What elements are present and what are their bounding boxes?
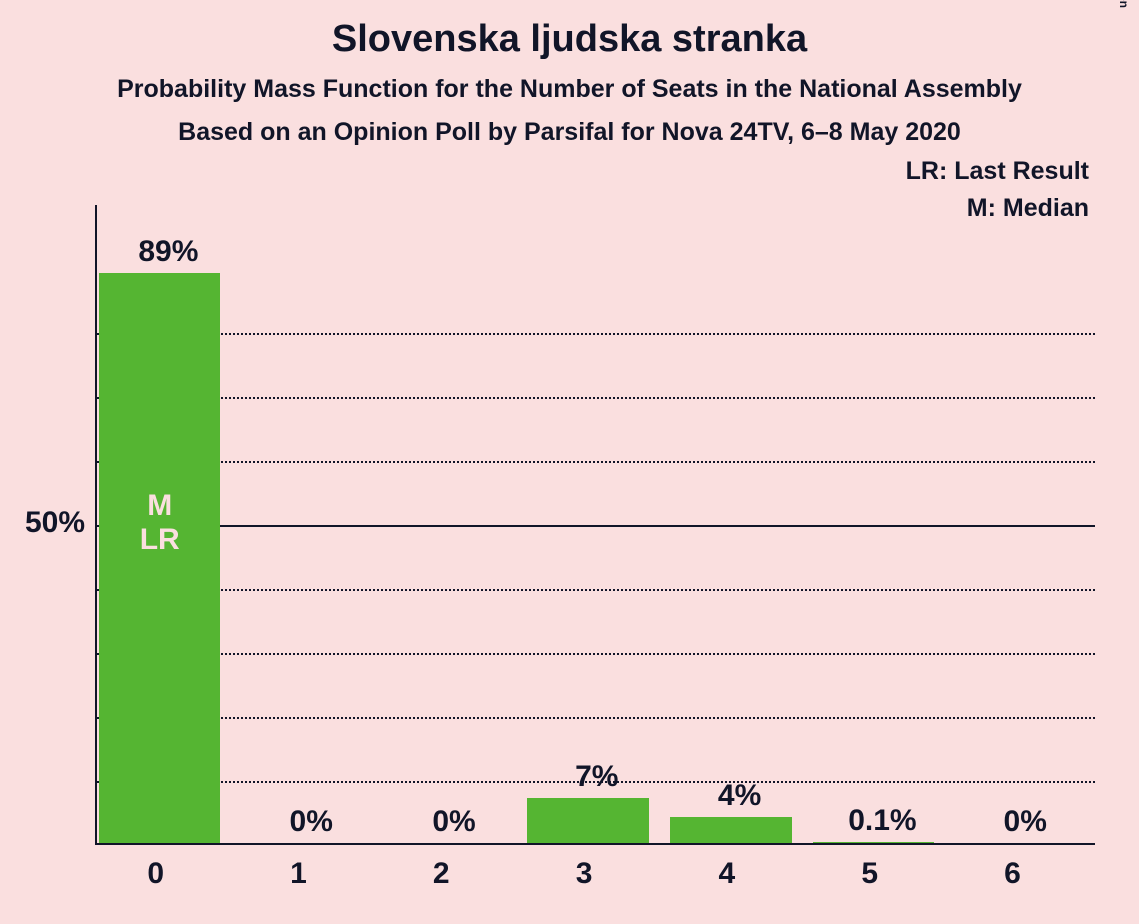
bar-value-label: 7%: [525, 760, 668, 794]
gridline-solid: [97, 525, 1095, 527]
copyright-text: © 2020 Filip van Laenen: [1117, 0, 1131, 8]
x-tick: 3: [513, 857, 656, 891]
gridline: [97, 589, 1095, 591]
legend-lr: LR: Last Result: [906, 157, 1089, 186]
plot-area: LR: Last Result M: Median MLR89%0%0%7%4%…: [95, 205, 1095, 845]
bar-value-label: 0%: [383, 805, 526, 839]
x-tick: 5: [798, 857, 941, 891]
gridline: [97, 333, 1095, 335]
bar: MLR: [99, 273, 220, 843]
x-tick: 0: [84, 857, 227, 891]
gridline: [97, 461, 1095, 463]
bar-inner-label: MLR: [99, 489, 220, 557]
bar-value-label: 89%: [97, 235, 240, 269]
gridline: [97, 653, 1095, 655]
bar: [527, 798, 648, 843]
bar-value-label: 0.1%: [811, 804, 954, 838]
gridline: [97, 397, 1095, 399]
bar-inner-label-line: M: [99, 489, 220, 523]
x-tick: 6: [941, 857, 1084, 891]
bar-inner-label-line: LR: [99, 523, 220, 557]
x-tick: 2: [370, 857, 513, 891]
legend: LR: Last Result M: Median: [906, 157, 1089, 223]
bar: [670, 817, 791, 843]
chart-title: Slovenska ljudska stranka: [0, 0, 1139, 61]
chart-subtitle-2: Based on an Opinion Poll by Parsifal for…: [0, 118, 1139, 147]
bar-value-label: 0%: [954, 805, 1097, 839]
x-tick: 1: [227, 857, 370, 891]
bar: [813, 842, 934, 843]
bar-value-label: 4%: [668, 779, 811, 813]
bar-value-label: 0%: [240, 805, 383, 839]
chart-subtitle-1: Probability Mass Function for the Number…: [0, 75, 1139, 104]
x-tick: 4: [655, 857, 798, 891]
legend-m: M: Median: [906, 194, 1089, 223]
y-axis-label: 50%: [5, 506, 85, 540]
gridline: [97, 717, 1095, 719]
